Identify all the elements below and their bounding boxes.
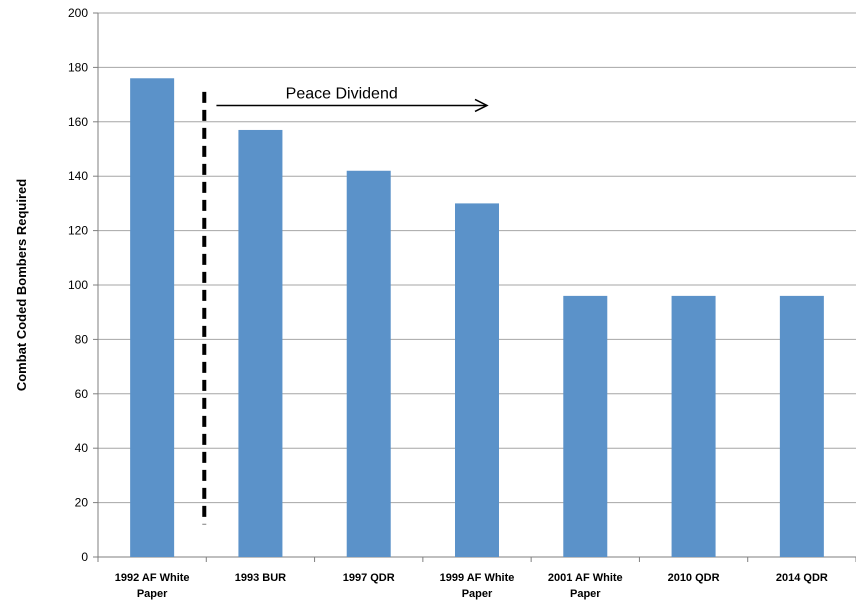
y-tick-label: 140	[68, 169, 88, 183]
x-category-label: 2001 AF White Paper	[548, 572, 623, 600]
bar	[563, 295, 608, 557]
y-tick-label: 40	[75, 441, 89, 455]
y-tick-label: 180	[68, 60, 88, 74]
y-tick-label: 80	[75, 332, 89, 346]
y-tick-label: 0	[81, 550, 88, 564]
peace-dividend-label: Peace Dividend	[286, 85, 398, 102]
x-category-label-line: Paper	[137, 588, 168, 600]
y-axis-title: Combat Coded Bombers Required	[14, 179, 29, 391]
x-category-label: 2014 QDR	[776, 572, 828, 584]
x-category-label: 1999 AF White Paper	[440, 572, 515, 600]
peace-dividend-annotation: Peace Dividend	[202, 85, 489, 525]
bar	[455, 203, 499, 557]
y-tick-label: 20	[75, 496, 89, 510]
x-category-label-line: 1997 QDR	[343, 572, 395, 584]
x-category-label-line: 2014 QDR	[776, 572, 828, 584]
y-tick-labels: 0 20 40 60 80 100 120 140 160 180 200	[68, 6, 88, 564]
bar	[238, 129, 283, 557]
bar	[346, 170, 391, 557]
x-category-label-line: 1992 AF White	[115, 572, 190, 584]
bar	[779, 295, 824, 557]
x-category-label-line: Paper	[570, 588, 601, 600]
y-tick-label: 120	[68, 224, 88, 238]
y-tick-label: 60	[75, 387, 89, 401]
y-tick-label: 160	[68, 115, 88, 129]
y-tick-label: 100	[68, 278, 88, 292]
x-category-labels: 1992 AF White Paper 1993 BUR 1997 QDR 1999 A…	[115, 572, 828, 600]
bar	[130, 78, 175, 557]
peace-dividend-arrow-head	[474, 98, 489, 113]
bars	[130, 78, 824, 557]
x-category-label-line: 2010 QDR	[668, 572, 720, 584]
x-category-label: 1992 AF White Paper	[115, 572, 190, 600]
x-category-label-line: 2001 AF White	[548, 572, 623, 584]
x-category-label-line: 1993 BUR	[235, 572, 286, 584]
x-category-label: 2010 QDR	[668, 572, 720, 584]
x-category-label-line: Paper	[462, 588, 493, 600]
bar	[671, 295, 716, 557]
x-category-label: 1993 BUR	[235, 572, 286, 584]
x-category-label: 1997 QDR	[343, 572, 395, 584]
x-category-label-line: 1999 AF White	[440, 572, 515, 584]
y-tick-label: 200	[68, 6, 88, 20]
